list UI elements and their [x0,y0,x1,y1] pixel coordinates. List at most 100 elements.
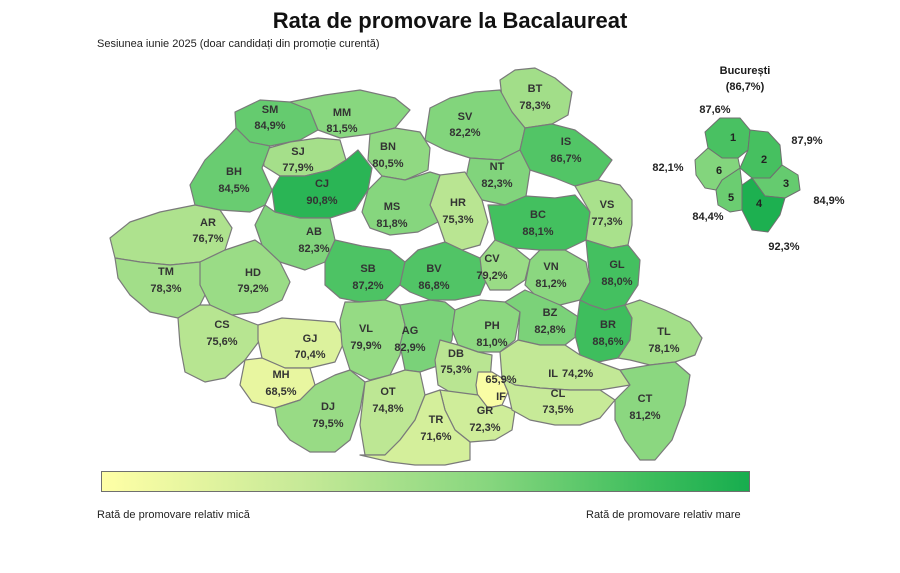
county-value-label: 78,1% [648,343,679,355]
county-value-label: 65,9% [485,374,516,386]
bucuresti-inset: 1 87,6% 2 87,9% 3 84,9% 4 92,3% 5 84,4% 6 82,1% [652,104,844,253]
county-value-label: 79,9% [350,340,381,352]
county-code-label: BZ [543,307,558,319]
sector-value-label: 84,4% [692,211,723,223]
county-code-label: BN [380,141,396,153]
county-value-label: 82,3% [298,243,329,255]
county-code-label: SB [360,263,375,275]
county-region-hd [199,239,291,316]
county-value-label: 77,9% [282,162,313,174]
county-value-label: 81,0% [476,337,507,349]
county-value-label: 81,2% [629,410,660,422]
bucuresti-name: București [719,65,771,77]
county-code-label: VN [543,261,558,273]
county-value-label: 88,6% [592,336,623,348]
county-value-label: 84,5% [218,183,249,195]
bucuresti-total: (86,7%) [725,81,765,93]
county-value-label: 87,2% [352,280,383,292]
county-value-label: 79,5% [312,418,343,430]
county-region-dj [274,369,366,453]
county-region-cv [479,239,531,291]
county-value-label: 75,3% [442,214,473,226]
county-code-label: MM [333,107,351,119]
county-value-label: 79,2% [237,283,268,295]
county-code-label: CS [214,319,229,331]
county-code-label: MH [272,369,289,381]
county-regions [109,67,703,466]
county-code-label: BR [600,319,616,331]
county-value-label: 86,7% [550,153,581,165]
county-code-label: DJ [321,401,335,413]
county-value-label: 70,4% [294,349,325,361]
bucuresti-sector-5 [715,167,743,213]
county-code-label: GR [477,405,494,417]
county-code-label: SV [458,111,473,123]
sector-value-label: 87,9% [791,135,822,147]
map-subtitle: Sesiunea iunie 2025 (doar candidați din … [97,38,380,50]
county-code-label: MS [384,201,401,213]
county-region-vl [339,299,406,381]
county-code-label: CT [638,393,653,405]
county-region-bn [367,127,431,181]
county-code-label: VS [600,199,615,211]
county-region-ct [614,361,691,461]
legend-color-scale [101,471,750,492]
county-code-label: HR [450,197,466,209]
county-region-gl [579,239,641,311]
county-value-label: 81,2% [535,278,566,290]
county-value-label: 79,2% [476,270,507,282]
sector-number-label: 5 [728,192,734,204]
county-region-cs [177,304,261,383]
county-region-bz [504,289,581,346]
county-region-bv [399,241,491,301]
sector-number-label: 6 [716,165,722,177]
county-value-label: 72,3% [469,422,500,434]
county-value-label: 78,3% [519,100,550,112]
county-code-label: BT [528,83,543,95]
county-code-label: DB [448,348,464,360]
county-labels: SM 84,9% MM 81,5% BT 78,3% SV 82,2% BN 80,5% SJ 77,… [150,83,679,443]
county-value-label: 76,7% [192,233,223,245]
county-code-label: CJ [315,178,329,190]
county-code-label: OT [380,386,396,398]
map-title: Rata de promovare la Bacalaureat [272,8,628,33]
sector-number-label: 4 [756,198,763,210]
county-code-label: CV [484,253,500,265]
county-code-label: BH [226,166,242,178]
county-code-label: IS [561,136,571,148]
sector-value-label: 82,1% [652,162,683,174]
county-value-label: 74,2% [562,368,593,380]
county-code-label: CL [551,388,566,400]
county-code-label: TR [429,414,444,426]
county-value-label: 68,5% [265,386,296,398]
county-code-label: NT [490,161,505,173]
sector-number-label: 2 [761,154,767,166]
county-code-label: BC [530,209,546,221]
county-value-label: 80,5% [372,158,403,170]
county-value-label: 88,1% [522,226,553,238]
bucuresti-title: București (86,7%) [690,63,800,95]
county-code-label: AG [402,325,419,337]
county-code-label: TM [158,266,174,278]
sector-value-label: 87,6% [699,104,730,116]
sector-number-label: 3 [783,178,789,190]
county-region-cl [501,377,616,426]
county-code-label: GL [609,259,625,271]
county-value-label: 90,8% [306,195,337,207]
county-code-label: GJ [303,333,318,345]
county-region-gj [257,317,346,369]
county-value-label: 84,9% [254,120,285,132]
county-value-label: 78,3% [150,283,181,295]
county-value-label: 74,8% [372,403,403,415]
county-value-label: 82,2% [449,127,480,139]
sector-value-label: 92,3% [768,241,799,253]
county-code-label: SM [262,104,279,116]
county-value-label: 86,8% [418,280,449,292]
county-code-label: AR [200,217,216,229]
sector-value-label: 84,9% [813,195,844,207]
county-code-label: SJ [291,146,304,158]
county-code-label: PH [484,320,499,332]
county-value-label: 75,3% [440,364,471,376]
county-code-label: IL [548,368,558,380]
